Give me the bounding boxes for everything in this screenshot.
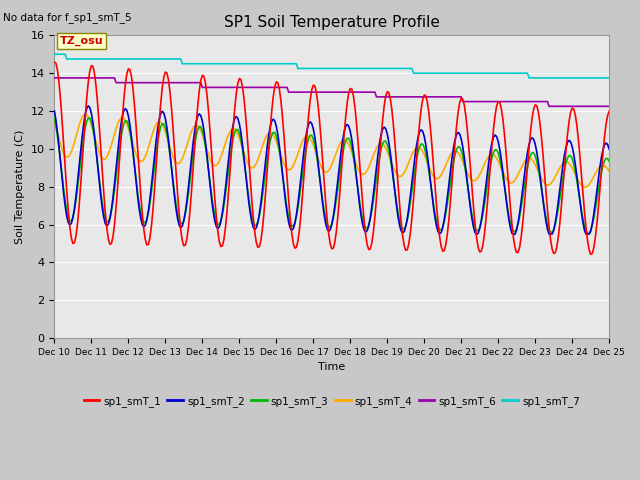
Text: No data for f_sp1_smT_5: No data for f_sp1_smT_5 — [3, 12, 132, 23]
Title: SP1 Soil Temperature Profile: SP1 Soil Temperature Profile — [224, 15, 440, 30]
Text: TZ_osu: TZ_osu — [60, 36, 104, 46]
X-axis label: Time: Time — [318, 362, 346, 372]
Legend: sp1_smT_1, sp1_smT_2, sp1_smT_3, sp1_smT_4, sp1_smT_6, sp1_smT_7: sp1_smT_1, sp1_smT_2, sp1_smT_3, sp1_smT… — [79, 392, 584, 411]
Y-axis label: Soil Temperature (C): Soil Temperature (C) — [15, 130, 25, 244]
